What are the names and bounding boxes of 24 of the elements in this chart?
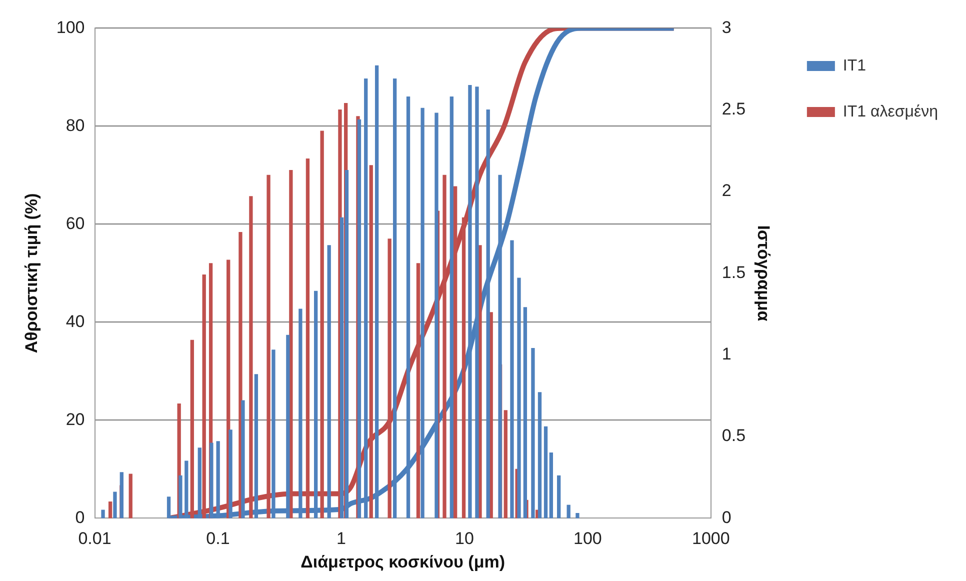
x-tick-label: 100 (573, 529, 602, 548)
y2-tick-label: 0.5 (722, 426, 746, 446)
y2-tick-label: 3 (722, 18, 732, 37)
y2-axis-title: Ιστόγραμμα (754, 225, 774, 322)
y2-tick-label: 2 (722, 181, 732, 200)
x-tick-label: 0.01 (78, 529, 112, 548)
x-tick-label: 1 (336, 529, 346, 548)
y-tick-label: 80 (66, 116, 85, 135)
y2-tick-label: 1.5 (722, 262, 746, 282)
y-tick-label: 20 (66, 410, 85, 429)
y-tick-label: 60 (66, 214, 85, 233)
y2-tick-label: 2.5 (722, 100, 746, 119)
x-tick-label: 0.1 (206, 529, 230, 548)
x-tick-label: 10 (454, 529, 474, 548)
x-tick-label: 1000 (692, 529, 730, 548)
y-tick-label: 40 (66, 312, 85, 331)
x-axis-title: Διάμετρος κοσκίνου (μm) (300, 552, 505, 572)
y2-tick-label: 1 (722, 344, 732, 364)
y-tick-label: 100 (56, 18, 85, 37)
legend-label: IT1 (842, 57, 866, 74)
legend-label: IT1 αλεσμένη (842, 103, 938, 120)
y-axis-title: Αθροιστική τιμή (%) (22, 193, 41, 354)
y-tick-label: 0 (75, 508, 85, 527)
y2-tick-label: 0 (722, 508, 732, 527)
